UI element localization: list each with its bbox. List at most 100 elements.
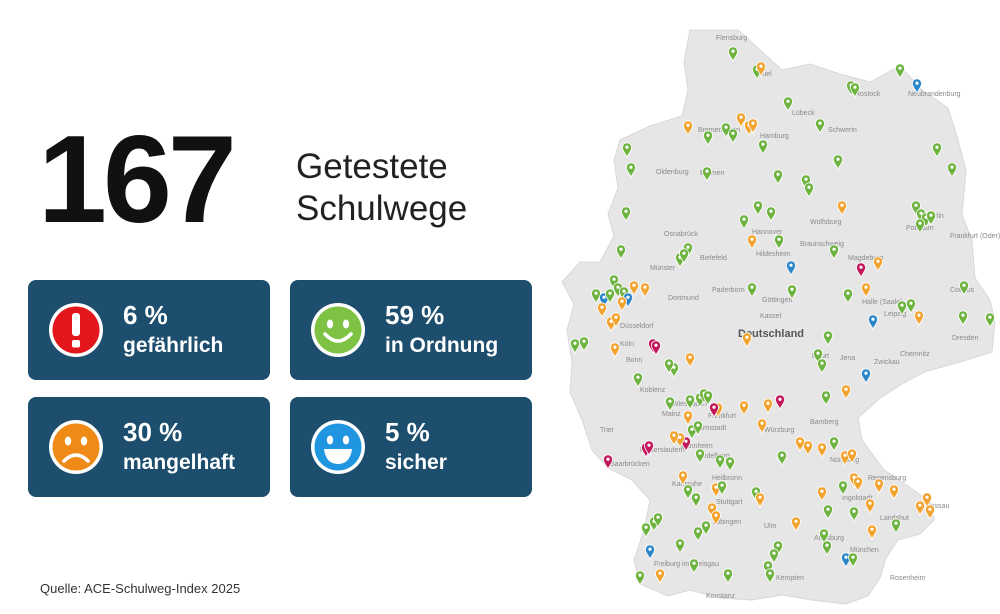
map-pin-icon xyxy=(774,394,786,411)
category-label: mangelhaft xyxy=(123,451,236,474)
map-city-label: Konstanz xyxy=(706,593,736,600)
category-percent: 6 % xyxy=(123,300,168,330)
map-pin-icon xyxy=(913,310,925,327)
map-pin-icon xyxy=(860,368,872,385)
location-markers xyxy=(569,46,996,587)
map-pin-icon xyxy=(690,492,702,509)
map-city-label: Neubrandenburg xyxy=(908,91,961,98)
map-city-label: Halle (Saale) xyxy=(862,299,902,306)
map-pin-icon xyxy=(816,442,828,459)
map-pin-icon xyxy=(702,130,714,147)
map-pin-icon xyxy=(846,448,858,465)
map-city-label: Chemnitz xyxy=(900,351,930,358)
map-pin-icon xyxy=(816,358,828,375)
map-pin-icon xyxy=(847,552,859,569)
map-pin-icon xyxy=(677,470,689,487)
map-pin-icon xyxy=(821,540,833,557)
map-city-label: Bonn xyxy=(626,357,642,364)
map-city-label: Münster xyxy=(650,265,676,272)
map-city-label: Frankfurt xyxy=(708,413,736,420)
map-pin-icon xyxy=(924,504,936,521)
map-pin-icon xyxy=(773,234,785,251)
map-pin-icon xyxy=(621,142,633,159)
map-city-label: Osnabrück xyxy=(664,231,698,238)
map-pin-icon xyxy=(609,342,621,359)
map-pin-icon xyxy=(716,480,728,497)
map-pin-icon xyxy=(772,169,784,186)
map-pin-icon xyxy=(650,340,662,357)
map-pin-icon xyxy=(786,284,798,301)
map-pin-icon xyxy=(692,420,704,437)
sad-face-icon xyxy=(49,420,103,474)
map-city-label: Kaiserslautern xyxy=(640,447,685,454)
category-label: in Ordnung xyxy=(385,334,499,357)
map-pin-icon xyxy=(678,248,690,265)
map-pin-icon xyxy=(596,302,608,319)
map-pin-icon xyxy=(822,330,834,347)
map-pin-icon xyxy=(914,500,926,517)
map-pin-icon xyxy=(836,200,848,217)
map-pin-icon xyxy=(746,282,758,299)
map-pin-icon xyxy=(776,450,788,467)
map-pin-icon xyxy=(820,390,832,407)
map-city-label: Darmstadt xyxy=(694,425,726,432)
map-pin-icon xyxy=(702,390,714,407)
map-city-label: Frankfurt (Oder) xyxy=(950,233,1000,240)
laughing-face-icon xyxy=(311,420,365,474)
map-pin-icon xyxy=(873,478,885,495)
map-pin-icon xyxy=(984,312,996,329)
map-city-label: Tübingen xyxy=(712,519,741,526)
map-pin-icon xyxy=(848,506,860,523)
exclamation-icon xyxy=(49,303,103,357)
map-pin-icon xyxy=(864,498,876,515)
map-pin-icon xyxy=(628,280,640,297)
map-city-label: Schwerin xyxy=(828,127,857,134)
map-city-label: Hamburg xyxy=(760,133,789,140)
category-label: sicher xyxy=(385,451,447,474)
map-pin-icon xyxy=(746,234,758,251)
map-pin-icon xyxy=(694,448,706,465)
map-pin-icon xyxy=(602,454,614,471)
map-pin-icon xyxy=(785,260,797,277)
map-pin-icon xyxy=(643,440,655,457)
headline-line-1: Getestete xyxy=(296,147,448,186)
map-pin-icon xyxy=(684,394,696,411)
map-pin-icon xyxy=(842,288,854,305)
map-pin-icon xyxy=(620,206,632,223)
map-pin-icon xyxy=(625,162,637,179)
map-pin-icon xyxy=(894,63,906,80)
map-pin-icon xyxy=(654,568,666,585)
map-pin-icon xyxy=(668,430,680,447)
map-city-label: Ulm xyxy=(764,523,777,530)
map-pin-icon xyxy=(946,162,958,179)
map-city-label: Bamberg xyxy=(810,419,839,426)
map-pin-icon xyxy=(828,436,840,453)
map-pin-icon xyxy=(896,300,908,317)
map-pin-icon xyxy=(701,166,713,183)
map-pin-icon xyxy=(644,544,656,561)
headline-line-2: Schulwege xyxy=(296,189,468,228)
map-pin-icon xyxy=(837,480,849,497)
map-city-label: Regensburg xyxy=(868,475,906,482)
map-pin-icon xyxy=(738,400,750,417)
map-pin-icon xyxy=(860,282,872,299)
germany-outline xyxy=(561,29,996,605)
map-pin-icon xyxy=(722,568,734,585)
category-card-ok: 59 % in Ordnung xyxy=(290,280,532,380)
map-pin-icon xyxy=(782,96,794,113)
map-city-label: Dortmund xyxy=(668,295,699,302)
map-pin-icon xyxy=(914,218,926,235)
map-city-label: Heidelberg xyxy=(696,453,730,460)
map-pin-icon xyxy=(855,262,867,279)
map-city-label: Augsburg xyxy=(814,535,844,542)
map-city-label: Magdeburg xyxy=(848,255,884,262)
map-pin-icon xyxy=(756,418,768,435)
map-pin-icon xyxy=(958,280,970,297)
map-pin-icon xyxy=(578,336,590,353)
map-city-label: Kassel xyxy=(760,313,781,320)
map-city-label: Leipzig xyxy=(884,311,906,318)
map-city-label: Göttingen xyxy=(762,297,792,304)
map-city-label: Freiburg im Breisgau xyxy=(654,561,719,568)
category-card-safe: 5 % sicher xyxy=(290,397,532,497)
